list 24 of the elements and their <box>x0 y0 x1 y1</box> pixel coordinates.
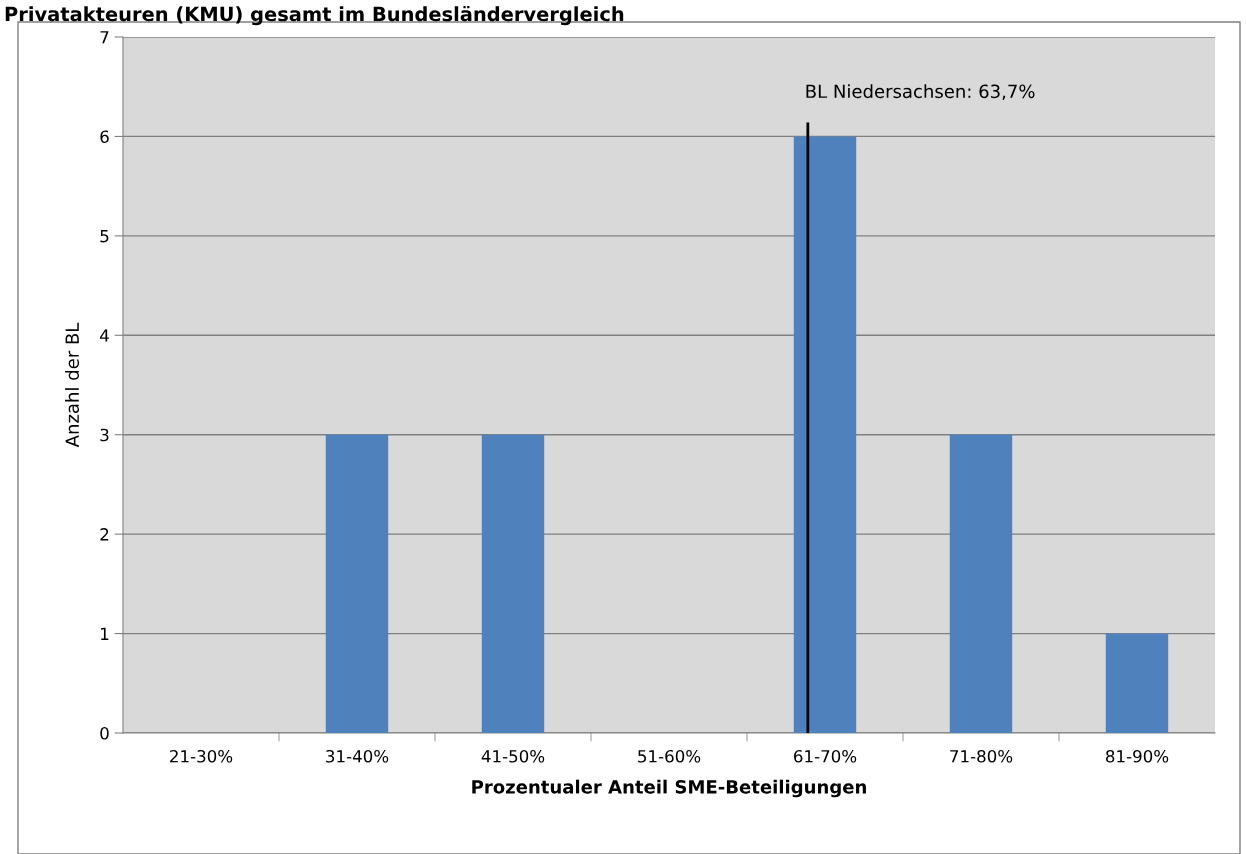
x-tick-label: 31-40% <box>326 749 389 763</box>
y-tick-label: 4 <box>100 329 109 342</box>
y-axis-title: Anzahl der BL <box>65 322 80 448</box>
x-tick-label: 71-80% <box>950 749 1013 763</box>
y-tick-label: 7 <box>100 31 109 44</box>
chart-title: Privatakteuren (KMU) gesamt im Bundesländervergleich <box>5 6 624 26</box>
bar <box>793 136 857 733</box>
y-tick-label: 6 <box>100 130 109 143</box>
y-tick-label: 1 <box>101 627 109 640</box>
x-tick-label: 21-30% <box>170 749 233 763</box>
x-tick-label: 81-90% <box>1106 749 1169 763</box>
ref-line-label: BL Niedersachsen: 63,7% <box>806 84 1035 100</box>
y-tick-label: 2 <box>100 528 109 541</box>
y-tick-label: 3 <box>100 428 109 442</box>
x-axis-title: Prozentualer Anteil SME-Beteiligungen <box>472 779 866 798</box>
y-tick-label: 5 <box>100 230 109 243</box>
x-tick-label: 51-60% <box>638 749 701 763</box>
bar <box>325 434 389 733</box>
bar <box>949 434 1013 733</box>
y-tick-label: 0 <box>100 726 109 740</box>
bar <box>1105 633 1169 733</box>
x-tick-label: 61-70% <box>794 749 857 763</box>
bar <box>481 434 545 733</box>
x-tick-label: 41-50% <box>481 749 545 763</box>
